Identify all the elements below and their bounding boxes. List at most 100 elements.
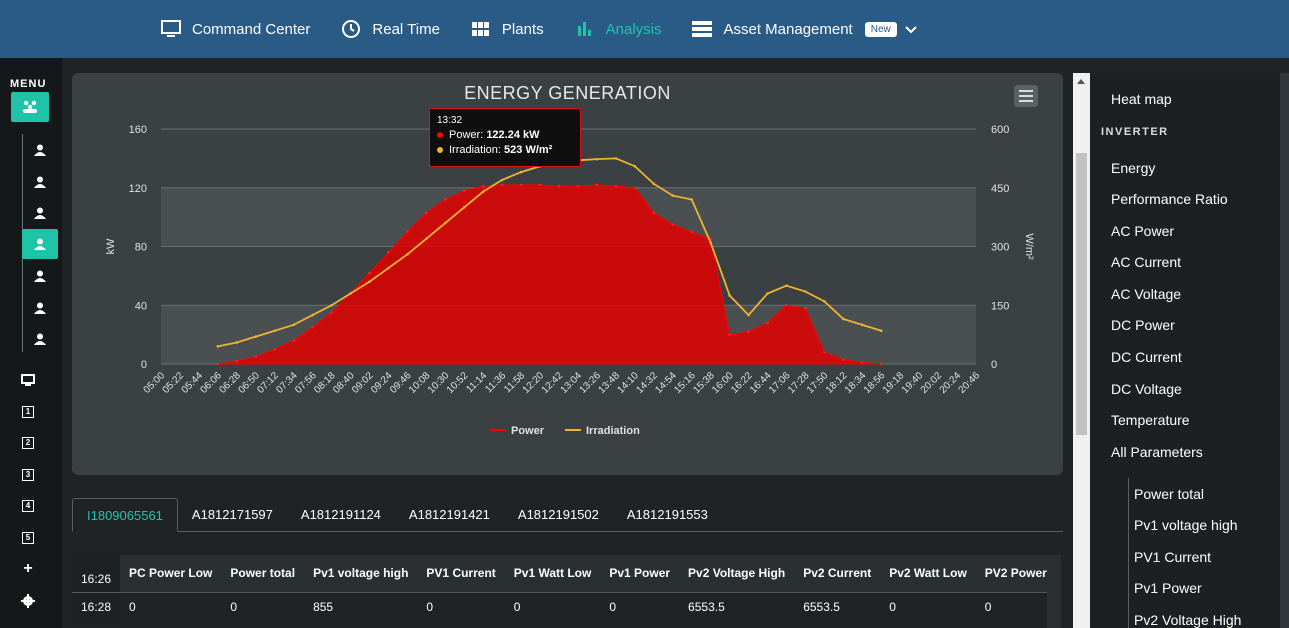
list-item[interactable]: Energy <box>1111 160 1156 176</box>
table-cell: 0 <box>984 600 992 615</box>
power-point <box>785 303 788 307</box>
nav-label: Plants <box>501 20 544 38</box>
top-nav: Command Center Real Time Plants Analysis… <box>160 0 947 58</box>
user-icon[interactable] <box>30 203 50 223</box>
column-header[interactable]: Pv2 Voltage High <box>688 566 786 581</box>
column-header[interactable]: Pv1 voltage high <box>313 566 409 581</box>
power-dot-icon <box>437 132 443 138</box>
scroll-thumb[interactable] <box>1076 153 1087 435</box>
column-header[interactable]: Pv1 Watt Low <box>513 566 592 581</box>
sub-item[interactable]: Pv2 Voltage High <box>1134 612 1242 628</box>
x-tick-label: 10:52 <box>445 370 471 396</box>
y-tick-label: 120 <box>129 183 147 195</box>
tab-inverter[interactable]: I1809065561 <box>72 498 178 532</box>
nav-plants[interactable]: Plants <box>470 18 544 40</box>
sub-item[interactable]: Pv1 Power <box>1134 580 1202 596</box>
tab-inverter[interactable]: A1812191502 <box>517 507 599 522</box>
tab-inverter[interactable]: A1812191421 <box>408 507 490 522</box>
nav-analysis[interactable]: Analysis <box>574 18 661 40</box>
column-header[interactable]: PC Power Low <box>129 566 213 581</box>
user-icon[interactable] <box>30 140 50 160</box>
column-header[interactable]: PV1 Current <box>426 566 496 581</box>
number-box-icon[interactable]: 5 <box>18 528 38 548</box>
power-point <box>728 333 731 336</box>
sub-item[interactable]: Pv1 voltage high <box>1134 517 1238 533</box>
panel-edge <box>1280 73 1289 628</box>
parameter-table: 16:26 PC Power Low Power total Pv1 volta… <box>72 555 1047 628</box>
irradiation-point <box>406 253 409 256</box>
right-panel-scrollbar[interactable] <box>1073 73 1090 628</box>
user-icon[interactable] <box>30 329 50 349</box>
user-icon[interactable] <box>30 298 50 318</box>
monitor-icon[interactable] <box>18 370 38 390</box>
irradiation-point <box>690 198 693 201</box>
irradiation-point <box>462 206 466 209</box>
user-icon-active[interactable] <box>22 229 58 259</box>
tab-inverter[interactable]: A1812171597 <box>191 507 273 522</box>
nav-asset-management[interactable]: Asset Management New <box>691 18 917 40</box>
power-point <box>595 183 599 187</box>
irradiation-point <box>860 323 864 327</box>
table-cell: 0 <box>889 600 896 615</box>
irradiation-point <box>519 170 523 174</box>
irradiation-point <box>614 157 618 160</box>
number-box-icon[interactable]: 1 <box>18 402 38 422</box>
table-header-row: 16:26 PC Power Low Power total Pv1 volta… <box>72 555 1047 592</box>
power-point <box>576 184 580 188</box>
tooltip-irr-value: 523 W/m² <box>504 144 553 156</box>
tab-inverter[interactable]: A1812191553 <box>626 507 708 522</box>
scroll-up-icon[interactable] <box>1077 79 1085 84</box>
column-header[interactable]: Power total <box>230 566 296 581</box>
user-icon[interactable] <box>30 172 50 192</box>
irradiation-point <box>842 317 845 321</box>
y2-axis-label: W/m² <box>1023 233 1035 260</box>
number-box-icon[interactable]: 4 <box>18 496 38 516</box>
list-item[interactable]: All Parameters <box>1111 444 1203 460</box>
list-item[interactable]: AC Voltage <box>1111 286 1182 302</box>
number-label: 1 <box>22 406 34 418</box>
sub-item[interactable]: Power total <box>1134 486 1205 502</box>
list-item[interactable]: DC Power <box>1111 317 1175 333</box>
gear-icon[interactable] <box>18 591 38 611</box>
table-scrollbar[interactable] <box>1047 555 1061 628</box>
number-box-icon[interactable]: 3 <box>18 465 38 485</box>
column-header[interactable]: PV2 Power <box>984 566 1047 581</box>
table-cell: 855 <box>313 600 334 615</box>
list-item[interactable]: DC Current <box>1111 349 1182 365</box>
list-item[interactable]: DC Voltage <box>1111 381 1182 397</box>
irradiation-point <box>481 190 485 193</box>
irradiation-point <box>292 323 295 327</box>
nav-command-center[interactable]: Command Center <box>160 18 310 40</box>
chart-menu-button[interactable] <box>1014 85 1038 107</box>
list-item-heat-map[interactable]: Heat map <box>1111 91 1172 107</box>
irradiation-point <box>823 300 826 303</box>
plus-icon[interactable]: + <box>23 560 33 577</box>
list-item[interactable]: Temperature <box>1111 412 1190 428</box>
chevron-down-icon[interactable] <box>905 21 917 38</box>
sub-item[interactable]: PV1 Current <box>1134 549 1212 565</box>
number-label: 3 <box>22 469 34 481</box>
number-box-icon[interactable]: 2 <box>18 433 38 453</box>
x-tick-label: 11:36 <box>483 370 508 395</box>
x-tick-label: 11:14 <box>464 370 489 395</box>
irradiation-point <box>804 290 807 293</box>
user-icon[interactable] <box>30 266 50 286</box>
menu-button[interactable] <box>11 92 49 122</box>
column-header[interactable]: Pv2 Current <box>803 566 872 581</box>
irradiation-point <box>747 313 750 317</box>
column-header[interactable]: Pv2 Watt Low <box>889 566 967 581</box>
chart-title: ENERGY GENERATION <box>464 83 671 103</box>
irradiation-point <box>349 292 352 295</box>
tooltip-irr-row: Irradiation: 523 W/m² <box>437 144 573 156</box>
list-item[interactable]: Performance Ratio <box>1111 191 1228 207</box>
tab-inverter[interactable]: A1812191124 <box>300 507 381 522</box>
tooltip-power-value: 122.24 kW <box>486 129 540 141</box>
nav-real-time[interactable]: Real Time <box>340 18 440 40</box>
power-point <box>652 211 656 215</box>
irradiation-point <box>785 284 788 287</box>
y-tick-label: 40 <box>135 300 147 312</box>
list-item[interactable]: AC Power <box>1111 223 1175 239</box>
column-header[interactable]: Pv1 Power <box>609 566 671 581</box>
list-item[interactable]: AC Current <box>1111 254 1182 270</box>
